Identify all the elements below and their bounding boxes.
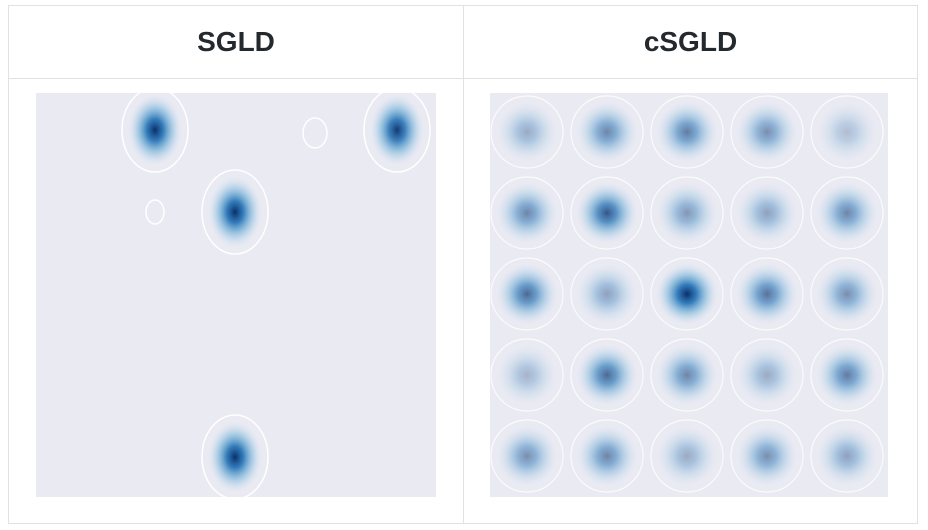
contour-ring [121, 93, 189, 173]
contour-ring [810, 338, 884, 412]
density-blob [815, 181, 879, 245]
contour-ring [490, 419, 564, 493]
density-blob [655, 100, 719, 164]
density-blob [495, 424, 559, 488]
contour-ring [201, 414, 269, 497]
contour-ring [810, 419, 884, 493]
contour-ring [570, 338, 644, 412]
contour-ring [730, 257, 804, 331]
contour-ring [302, 117, 328, 149]
contour-ring [650, 95, 724, 169]
density-blob [735, 100, 799, 164]
contour-ring [490, 95, 564, 169]
density-blob [207, 420, 263, 494]
contour-ring [810, 257, 884, 331]
density-blob [575, 343, 639, 407]
density-blob [655, 424, 719, 488]
contour-ring [490, 338, 564, 412]
contour-ring [490, 257, 564, 331]
density-blob [495, 181, 559, 245]
csgld-density-plot [490, 93, 888, 497]
contour-ring [730, 338, 804, 412]
header-cell: cSGLD [643, 25, 738, 57]
density-blob [815, 424, 879, 488]
contour-ring [810, 176, 884, 250]
density-blob [815, 343, 879, 407]
density-blob [495, 262, 559, 326]
header-cell: SGLD [197, 25, 275, 57]
density-blob [575, 100, 639, 164]
contour-ring [810, 95, 884, 169]
density-blob [207, 175, 263, 249]
contour-ring [730, 419, 804, 493]
contour-ring [730, 176, 804, 250]
contour-ring [730, 95, 804, 169]
density-blob [735, 424, 799, 488]
contour-ring [570, 257, 644, 331]
density-blob [815, 100, 879, 164]
density-blob [575, 181, 639, 245]
contour-ring [363, 93, 431, 173]
contour-ring [490, 176, 564, 250]
contour-ring [650, 419, 724, 493]
density-blob [575, 424, 639, 488]
density-blob [735, 181, 799, 245]
contour-ring [650, 257, 724, 331]
sgld-density-plot [36, 93, 436, 497]
density-blob [495, 100, 559, 164]
contour-ring [650, 176, 724, 250]
density-blob [655, 262, 719, 326]
contour-ring [570, 95, 644, 169]
density-blob [495, 343, 559, 407]
density-blob [735, 343, 799, 407]
contour-ring [570, 176, 644, 250]
density-blob [655, 343, 719, 407]
density-blob [735, 262, 799, 326]
density-blob [369, 93, 425, 167]
density-blob [127, 93, 183, 167]
contour-ring [145, 199, 165, 225]
contour-ring [650, 338, 724, 412]
contour-ring [570, 419, 644, 493]
density-blob [815, 262, 879, 326]
density-blob [575, 262, 639, 326]
contour-ring [201, 169, 269, 255]
density-blob [655, 181, 719, 245]
